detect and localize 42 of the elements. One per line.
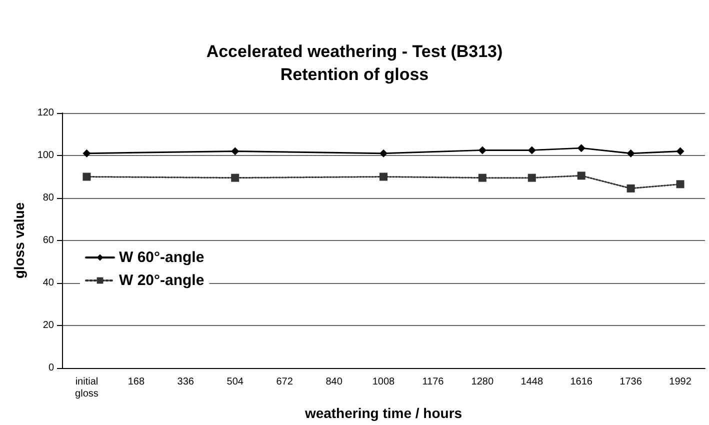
point [676,180,684,188]
x-tick-label: 168 [128,376,145,388]
point [231,147,240,156]
point [82,149,91,158]
legend-label: W 60°-angle [119,249,204,266]
legend-label: W 20°-angle [119,272,204,289]
x-tick-label: 1616 [570,376,593,388]
point [82,172,91,181]
point [676,147,684,156]
point [380,149,388,158]
x-tick-label: 1176 [422,376,444,388]
x-tick-label: 1280 [471,376,494,388]
point [380,172,388,181]
point [478,146,486,154]
y-tick-label: 40 [42,278,54,288]
x-tick-label: 1448 [520,376,544,388]
point [528,174,536,182]
y-axis-title: gloss value [11,202,27,279]
y-tick-label: 60 [42,235,54,246]
point [577,144,586,152]
x-axis-title: weathering time / hours [304,405,462,421]
x-tick-label: 1736 [620,376,642,388]
y-tick-label: 80 [42,192,54,204]
point [231,174,240,182]
y-tick-label: 0 [48,362,54,374]
point [478,174,486,182]
chart-title: Accelerated weathering - Test (B313) [206,42,503,61]
y-tick-label: 20 [42,320,54,331]
x-tick-label: 336 [177,376,194,388]
chart-subtitle: Retention of gloss [280,65,429,84]
x-tick-label: 504 [226,376,244,388]
x-tick-label: 672 [276,376,294,388]
point [528,146,536,154]
x-tick-label: initial gloss [75,376,98,400]
x-tick-label: 1992 [669,376,692,388]
y-tick-label: 120 [37,108,54,118]
x-tick-label: 1008 [372,376,396,388]
point [577,172,586,180]
x-tick-label: 840 [326,376,343,388]
point [626,149,635,158]
point [626,184,635,192]
y-tick-label: 100 [37,150,54,161]
